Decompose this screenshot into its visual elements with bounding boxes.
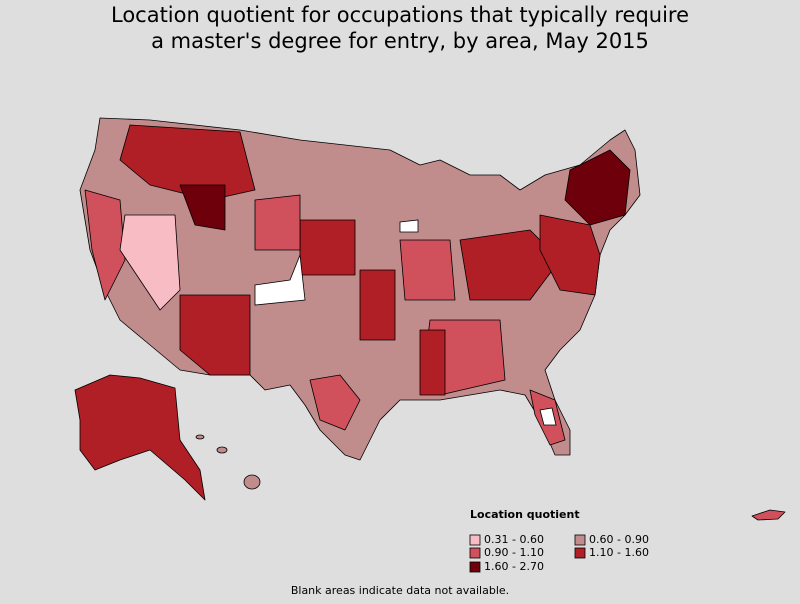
region bbox=[309, 374, 361, 431]
region bbox=[539, 214, 601, 296]
region bbox=[564, 149, 631, 226]
region bbox=[179, 294, 251, 376]
region bbox=[399, 239, 456, 301]
legend-label: 1.10 - 1.60 bbox=[589, 546, 649, 559]
region bbox=[299, 219, 356, 276]
legend-title: Location quotient bbox=[470, 508, 580, 521]
puerto-rico bbox=[751, 509, 786, 521]
region bbox=[459, 229, 561, 301]
legend-label: 0.90 - 1.10 bbox=[484, 546, 544, 559]
title-line: a master's degree for entry, by area, Ma… bbox=[151, 29, 649, 53]
no-data-area bbox=[399, 219, 419, 233]
region bbox=[359, 269, 396, 341]
legend-swatch bbox=[469, 547, 481, 559]
legend: Location quotient 0.31 - 0.60 0.60 - 0.90… bbox=[469, 508, 649, 573]
legend-label: 0.31 - 0.60 bbox=[484, 533, 544, 546]
legend-swatch bbox=[469, 561, 481, 573]
region bbox=[84, 189, 126, 301]
region bbox=[179, 184, 226, 231]
legend-swatch bbox=[574, 534, 586, 546]
legend-swatch bbox=[574, 547, 586, 559]
hawaii bbox=[243, 474, 261, 490]
region bbox=[119, 214, 181, 311]
no-data-area bbox=[539, 407, 557, 426]
alaska bbox=[74, 374, 206, 501]
hawaii bbox=[195, 434, 205, 440]
legend-label: 0.60 - 0.90 bbox=[589, 533, 649, 546]
no-data-area bbox=[254, 254, 306, 306]
map bbox=[74, 117, 786, 521]
hawaii bbox=[216, 446, 228, 454]
region bbox=[419, 329, 446, 396]
title-line: Location quotient for occupations that t… bbox=[111, 3, 689, 27]
legend-label: 1.60 - 2.70 bbox=[484, 560, 544, 573]
legend-swatch bbox=[469, 534, 481, 546]
footnote: Blank areas indicate data not available. bbox=[291, 584, 509, 597]
region bbox=[254, 194, 301, 251]
